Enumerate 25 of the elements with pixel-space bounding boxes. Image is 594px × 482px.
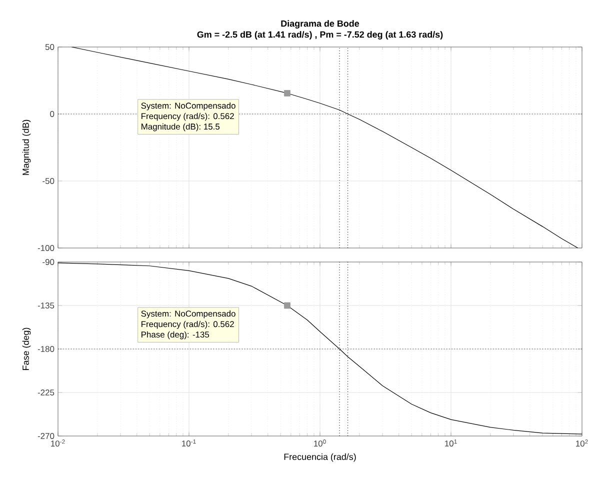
x-tick-label: 10$^{0}$ <box>314 440 326 447</box>
x-tick-label: 10$^{2}$ <box>576 440 588 447</box>
y-axis-title: Magnitud (dB) <box>22 120 31 175</box>
annotation: Frequency (rad/s): 0.562 <box>142 112 234 121</box>
x-tick-label: 10$^{-1}$ <box>182 440 196 446</box>
y-tick-label: -90 <box>42 259 54 265</box>
chart-subtitle: Gm = -2.5 dB (at 1.41 rad/s) , Pm = -7.52 deg (at 1.63 rad/s) <box>197 31 443 40</box>
y-tick-label: -270 <box>38 433 54 439</box>
y-tick-label: -100 <box>38 245 54 251</box>
chart-title: Diagrama de Bode <box>281 20 360 29</box>
y-tick-label: -135 <box>38 302 54 308</box>
y-tick-label: -180 <box>38 346 54 352</box>
y-tick-label: -50 <box>42 178 54 184</box>
annotation: Magnitude (dB): 15.5 <box>142 123 220 132</box>
y-tick-label: 0 <box>50 111 54 117</box>
y-axis-title: Fase (deg) <box>22 328 31 370</box>
x-tick-label: 10$^{-2}$ <box>51 440 65 447</box>
y-tick-label: 50 <box>45 44 54 50</box>
y-tick-label: -225 <box>38 390 54 396</box>
annotation: System: NoCompensado <box>141 102 236 110</box>
x-tick-label: 10$^{1}$ <box>445 440 457 446</box>
annotation: Phase (deg): -135 <box>142 331 210 340</box>
annotation: System: NoCompensado <box>141 310 236 318</box>
annotation: Frequency (rad/s): 0.562 <box>142 320 234 329</box>
x-axis-title: Frecuencia (rad/s) <box>284 453 356 462</box>
